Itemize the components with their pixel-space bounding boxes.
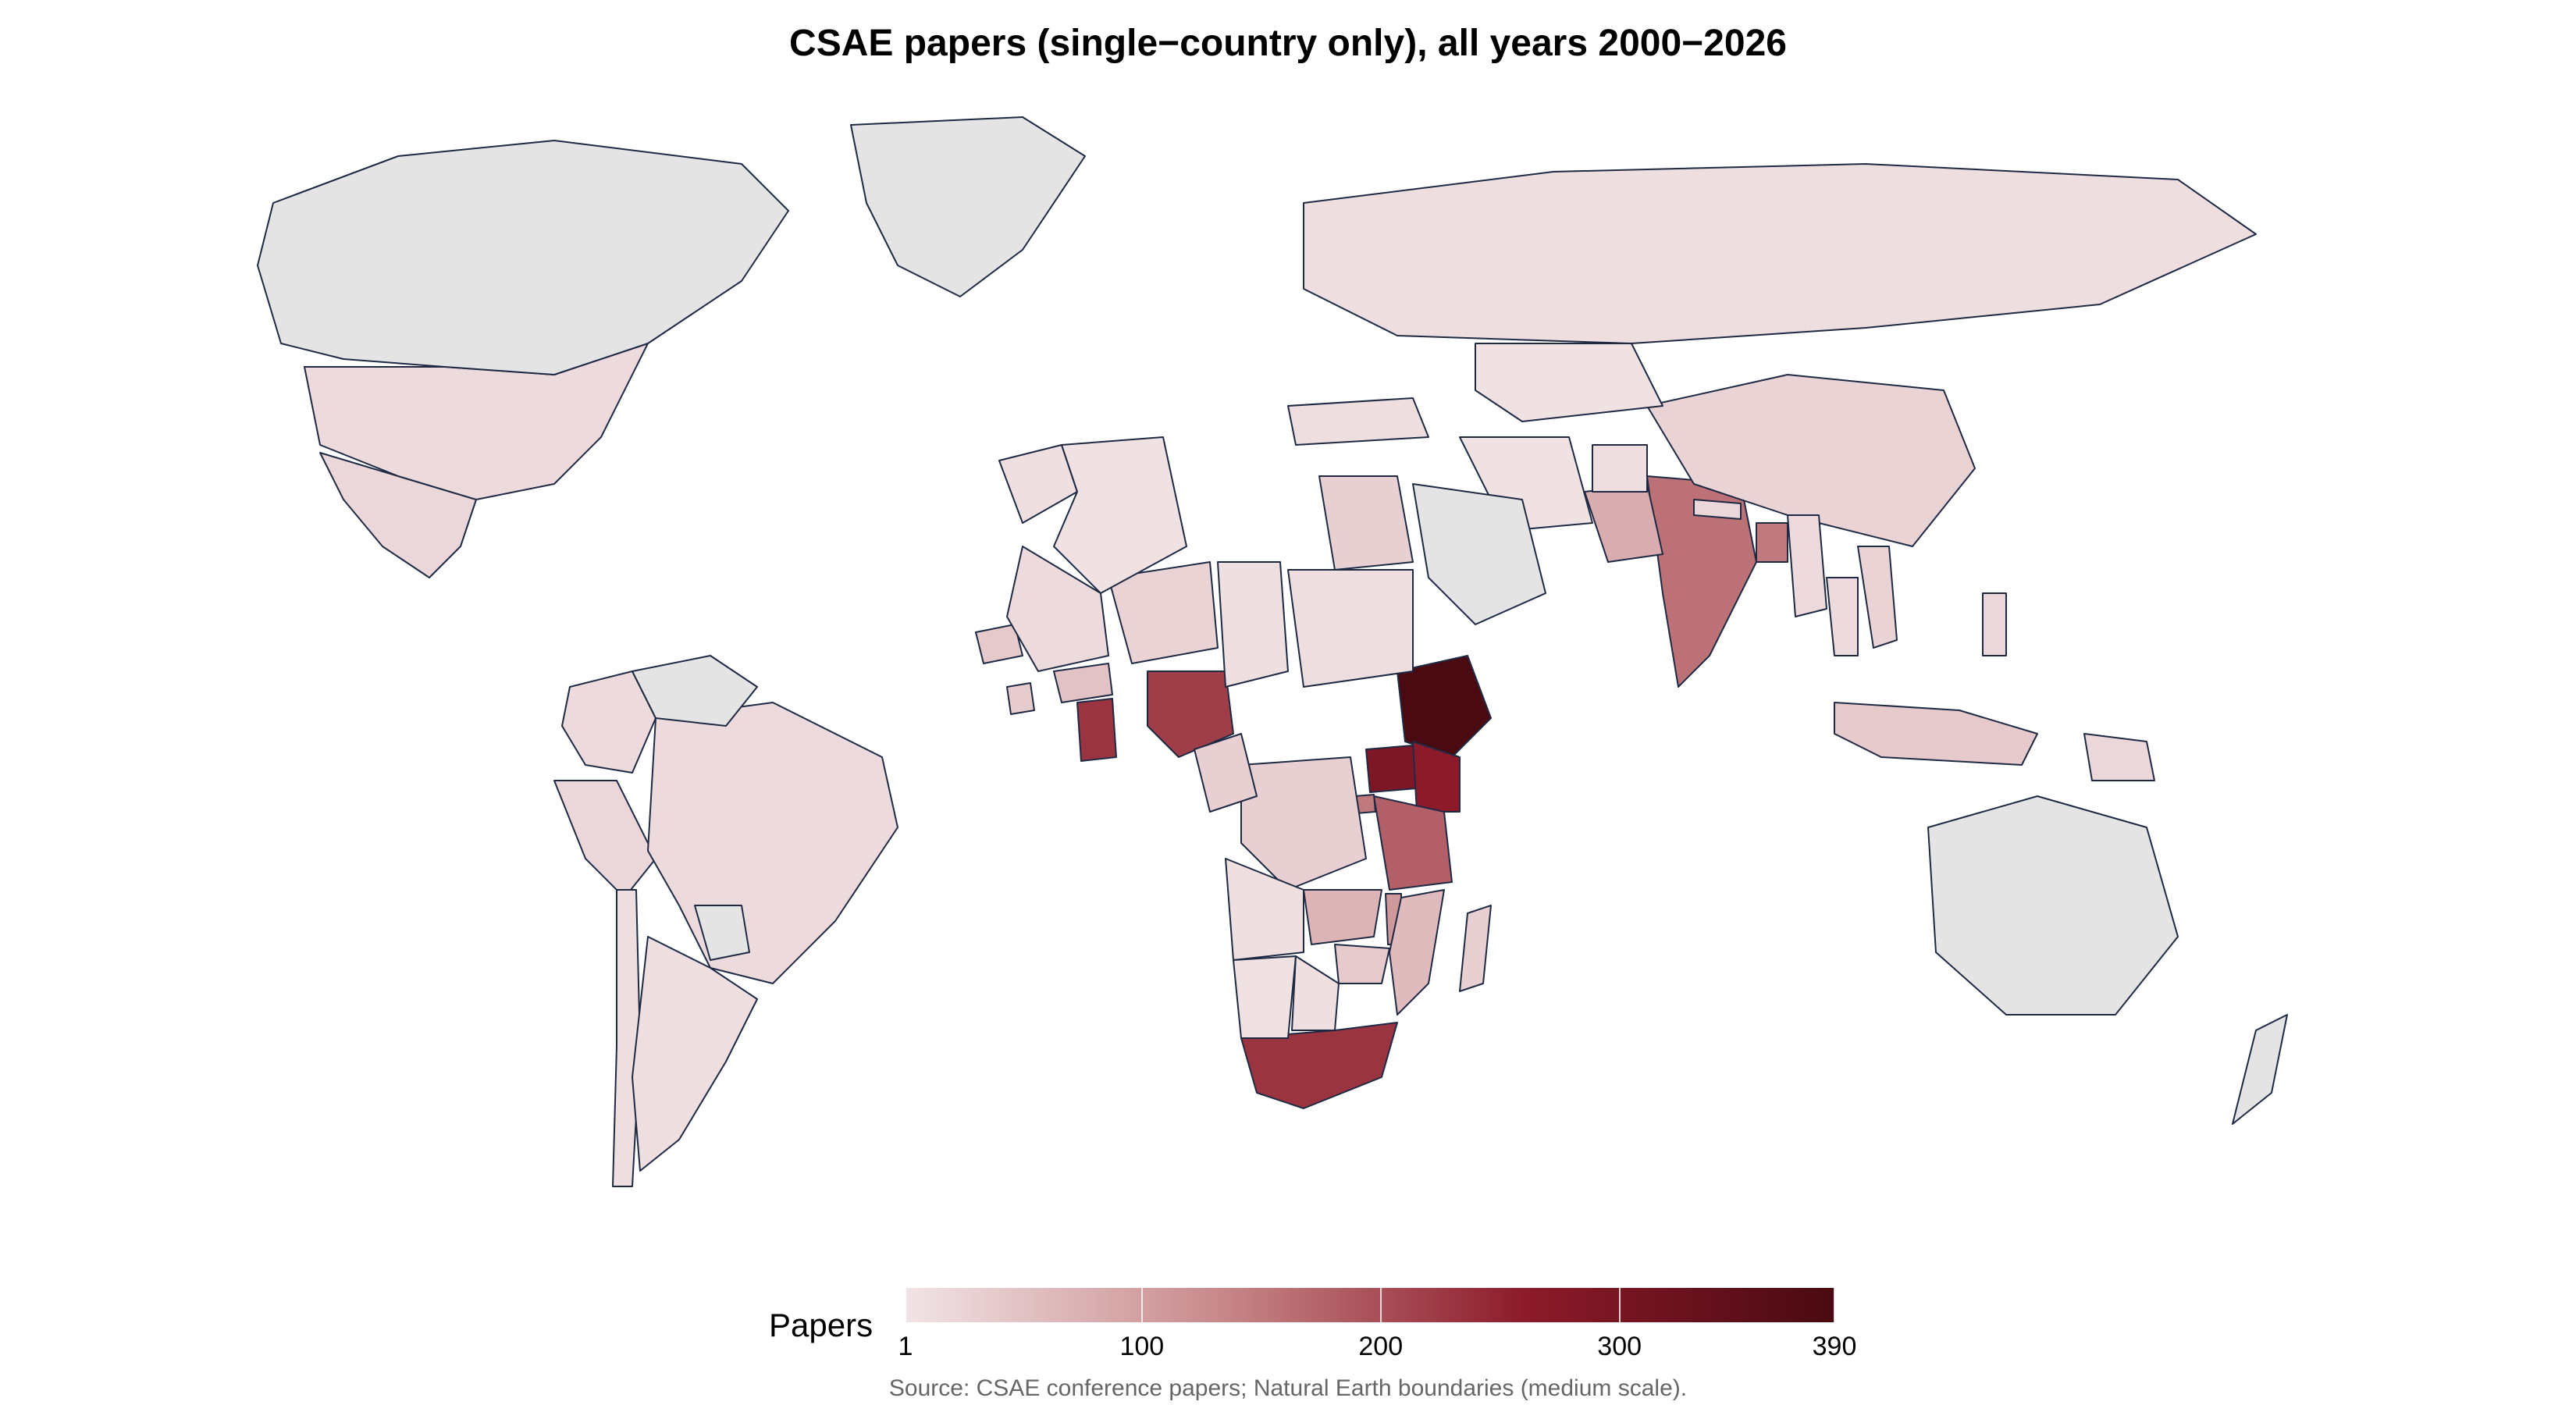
legend-tick-label: 1 (898, 1332, 913, 1361)
country-mali (1006, 546, 1109, 672)
legend-tick-mark (1618, 1288, 1621, 1322)
legend-title: Papers (769, 1307, 873, 1343)
country-zambia (1303, 889, 1382, 945)
country-australia (1927, 795, 2179, 1016)
country-senegal (975, 624, 1023, 664)
legend-tick-mark (1379, 1288, 1382, 1322)
country-venezuela (632, 655, 758, 727)
legend-tick-mark (1140, 1288, 1143, 1322)
country-new-zealand (2232, 1014, 2288, 1125)
legend-tick-label: 200 (1358, 1332, 1404, 1361)
color-legend: Papers 1 100 200 300 390 (0, 1249, 2576, 1361)
country-kenya (1412, 741, 1461, 813)
country-nepal (1693, 499, 1742, 520)
country-zimbabwe (1334, 944, 1390, 984)
map-title: CSAE papers (single−country only), all y… (789, 23, 1787, 64)
country-uganda (1365, 745, 1418, 793)
country-ghana (1076, 698, 1117, 762)
country-greenland (850, 116, 1086, 297)
legend-tick-label: 390 (1812, 1332, 1857, 1361)
country-peru (553, 780, 656, 898)
country-egypt (1318, 475, 1414, 571)
country-myanmar (1787, 514, 1827, 617)
country-afghanistan (1592, 444, 1648, 493)
country-argentina (632, 936, 758, 1172)
legend-color-bar (906, 1288, 1834, 1322)
legend-tick-label: 100 (1119, 1332, 1165, 1361)
country-niger (1108, 561, 1219, 664)
country-russia (1303, 163, 2257, 344)
country-sierra-leone (1006, 682, 1035, 715)
country-regions (257, 116, 2288, 1187)
legend-tick-mark (905, 1288, 906, 1322)
country-saudi-arabia (1412, 483, 1546, 625)
country-chad (1217, 561, 1289, 688)
country-china (1646, 374, 1976, 547)
country-paraguay (694, 905, 750, 961)
country-turkey (1287, 397, 1429, 446)
country-vietnam (1857, 546, 1898, 649)
country-burkina-faso (1053, 663, 1113, 703)
country-papua-new-guinea (2083, 733, 2155, 781)
country-mozambique (1389, 889, 1445, 1016)
country-thailand (1826, 577, 1859, 656)
country-namibia (1233, 955, 1297, 1039)
country-canada (257, 140, 789, 375)
country-kazakhstan (1475, 343, 1663, 422)
world-choropleth-map (257, 116, 2288, 1187)
country-cameroon (1194, 733, 1258, 813)
country-angola (1225, 858, 1304, 961)
country-sudan (1287, 569, 1414, 688)
country-tanzania (1373, 795, 1453, 891)
country-brazil (647, 702, 898, 984)
country-madagascar (1459, 905, 1492, 992)
country-bangladesh (1756, 522, 1788, 563)
legend-tick-label: 300 (1597, 1332, 1642, 1361)
country-chile (612, 889, 641, 1187)
country-botswana (1291, 955, 1340, 1031)
source-note: Source: CSAE conference papers; Natural … (888, 1375, 1688, 1401)
country-ethiopia (1397, 655, 1492, 758)
country-philippines (1982, 592, 2007, 656)
legend-tick-mark (1834, 1288, 1835, 1322)
country-indonesia (1834, 702, 2038, 766)
country-dr-congo (1240, 756, 1367, 891)
